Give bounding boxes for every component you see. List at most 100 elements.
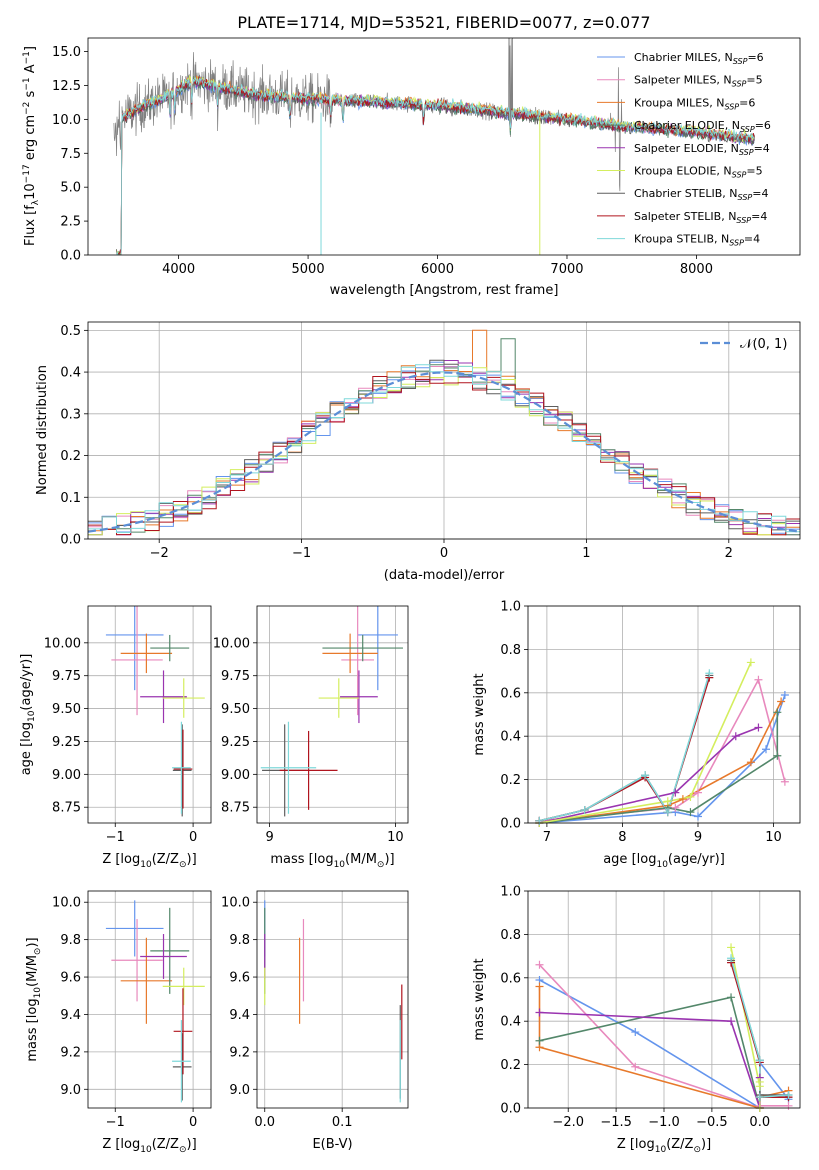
y-tick-label: 9.50 (221, 702, 250, 717)
y-tick-label: 0.2 (500, 1058, 521, 1073)
x-tick-label: −1 (106, 830, 125, 845)
y-tick-label: 10.0 (221, 896, 250, 911)
x-tick-label: 0.0 (254, 1115, 275, 1130)
y-tick-label: 9.0 (229, 1083, 250, 1098)
age-vs-mass-axes-xlabel: mass [log10(M/M⊙)] (270, 852, 394, 870)
y-tick-label: 9.6 (229, 971, 250, 986)
y-tick-label: 5.0 (60, 181, 81, 196)
y-tick-label: 0.6 (500, 686, 521, 701)
weight-vs-age-axes-marker (663, 808, 672, 817)
y-tick-label: 0.0 (500, 1102, 521, 1117)
y-tick-label: 9.25 (52, 735, 81, 750)
x-tick-label: 0 (440, 546, 448, 561)
legend-entry-2: Kroupa MILES, NSSP=6 (634, 96, 755, 111)
y-tick-label: 0.3 (60, 407, 81, 422)
weight-vs-age-axes-plot-area (539, 662, 786, 823)
x-tick-label: 6000 (421, 262, 454, 277)
x-tick-label: 1 (582, 546, 590, 561)
y-tick-label: 7.5 (60, 147, 81, 162)
weight-vs-z-axes-marker (631, 1062, 640, 1071)
axes-frame (87, 37, 801, 256)
axes-frame (256, 605, 409, 824)
y-tick-label: 0.2 (60, 449, 81, 464)
y-tick-label: 9.4 (229, 1008, 250, 1023)
y-tick-label: 9.2 (229, 1045, 250, 1060)
y-tick-label: 9.4 (60, 1008, 81, 1023)
x-tick-label: 9 (265, 830, 273, 845)
weight-vs-age-axes-marker (641, 771, 650, 780)
histogram-series-6 (88, 359, 800, 531)
weight-vs-z-axes-marker (535, 1036, 544, 1045)
histogram-axes: −2 −1 0 1 2 0.0 0.1 0.2 0.3 0.4 0.5 𝒩(0, 1) (60, 321, 801, 561)
weight-vs-age-axes-marker (694, 788, 702, 797)
weight-vs-age-axes-marker (773, 708, 782, 717)
weight-vs-age-axes-marker (694, 812, 702, 821)
weight-vs-age-axes-marker (754, 675, 763, 684)
x-tick-label: −1 (292, 546, 311, 561)
legend-entry-0: Chabrier MILES, NSSP=6 (634, 51, 764, 66)
x-tick-label: 4000 (162, 262, 195, 277)
weight-vs-age-axes-marker (671, 788, 680, 797)
y-tick-label: 12.5 (52, 79, 81, 94)
y-tick-label: 15.0 (52, 45, 81, 60)
mass-vs-z-axes-xlabel: Z [log10(Z/Z⊙)] (102, 1137, 196, 1155)
y-tick-label: 2.5 (60, 215, 81, 230)
x-tick-label: 8 (618, 830, 626, 845)
y-tick-label: 0.4 (60, 366, 81, 381)
weight-vs-age-axes-marker (671, 803, 680, 812)
weight-vs-age-axes-marker (535, 816, 544, 825)
weight-vs-age-axes-marker (580, 805, 589, 814)
weight-vs-age-axes-series-2 (539, 701, 782, 823)
y-tick-label: 0.1 (60, 491, 81, 506)
weight-vs-age-axes-marker (686, 792, 695, 801)
legend-entry-7: Salpeter STELIB, NSSP=4 (634, 210, 767, 225)
y-tick-label: 0.8 (500, 643, 521, 658)
y-tick-label: 1.0 (500, 885, 521, 900)
x-tick-label: 0.1 (332, 1115, 353, 1130)
y-tick-label: 0.0 (60, 249, 81, 264)
age-vs-z-axes-xlabel: Z [log10(Z/Z⊙)] (102, 852, 196, 870)
mass-vs-ebv-axes-plot-area (264, 900, 403, 1103)
x-tick-label: 7 (543, 830, 551, 845)
weight-vs-z-axes-marker (727, 954, 736, 963)
histogram-xlabel: (data-model)/error (384, 568, 505, 583)
histogram-axes-plot-area (88, 329, 800, 536)
spectrum-title: PLATE=1714, MJD=53521, FIBERID=0077, z=0… (237, 13, 650, 32)
weight-vs-z-axes-marker (755, 1093, 764, 1102)
normal-pdf-line (88, 371, 800, 533)
legend-entry-5: Kroupa ELODIE, NSSP=5 (634, 165, 763, 180)
legend-entry-8: Kroupa STELIB, NSSP=4 (634, 233, 760, 248)
weight-vs-age-axes-marker (678, 795, 687, 804)
histogram-series-5 (88, 365, 800, 536)
spectrum-model-line-2 (117, 75, 755, 255)
x-tick-label: 9 (694, 830, 702, 845)
weight-vs-age-axes: 7 8 9 10 0.0 0.2 0.4 0.6 0.8 1.0 (500, 600, 801, 845)
spectrum-xlabel: wavelength [Angstrom, rest frame] (330, 283, 559, 298)
weight-vs-z-axes: −2.0 −1.5 −1.0 −0.5 0.0 0.0 0.2 0.4 0.6 0.8 1.0 (500, 885, 801, 1130)
axes-frame (527, 890, 801, 1109)
legend-entry-4: Salpeter ELODIE, NSSP=4 (634, 142, 770, 157)
mass-vs-ebv-axes: 0.0 0.1 9.0 9.2 9.4 9.6 9.8 10.0 (221, 890, 409, 1130)
y-tick-label: 0.0 (500, 817, 521, 832)
y-tick-label: 0.0 (60, 533, 81, 548)
age-vs-mass-axes: 9 10 8.75 9.00 9.25 9.50 9.75 10.00 (213, 605, 409, 845)
weight-vs-age-axes-marker (762, 745, 770, 754)
y-tick-label: 9.50 (52, 702, 81, 717)
x-tick-label: 5000 (292, 262, 325, 277)
weight-vs-z-axes-marker (784, 1101, 793, 1110)
spectrum-axes-plot-area (113, 38, 756, 255)
weight-vs-z-axes-marker (535, 1008, 544, 1017)
weight-vs-z-axes-marker (535, 982, 544, 991)
axes-frame (87, 890, 212, 1109)
axes-frame (256, 890, 409, 1109)
x-tick-label: −1.5 (600, 1115, 632, 1130)
y-tick-label: 10.0 (52, 113, 81, 128)
weight-vs-z-axes-marker (727, 1017, 736, 1026)
y-tick-label: 0.4 (500, 730, 521, 745)
legend-entry-3: Chabrier ELODIE, NSSP=6 (634, 119, 771, 134)
axes-frame (87, 605, 212, 824)
weight-vs-z-axes-series-1 (538, 964, 789, 1108)
weight-vs-age-axes-marker (754, 723, 763, 732)
weight-vs-age-axes-marker (705, 669, 714, 678)
